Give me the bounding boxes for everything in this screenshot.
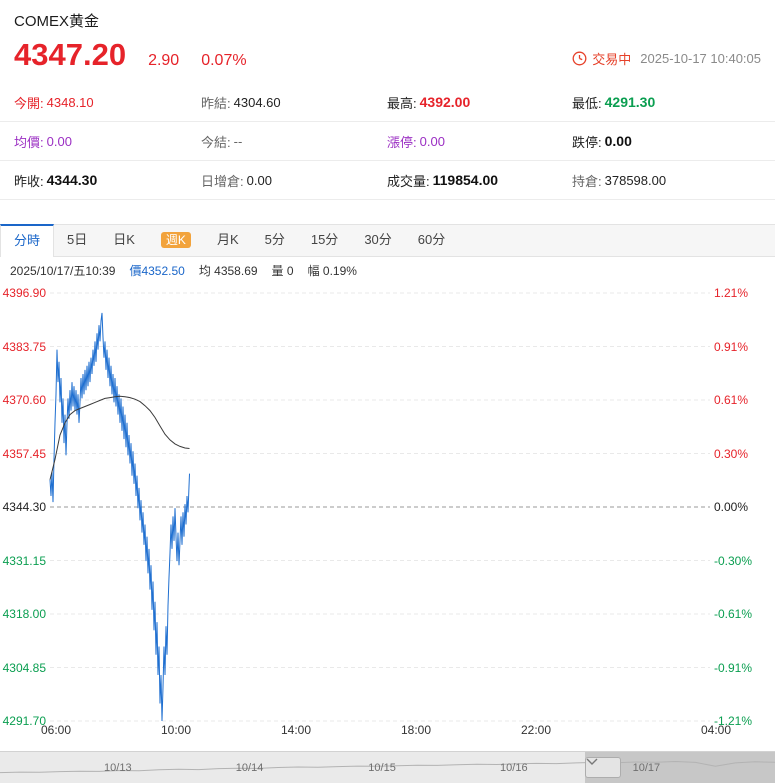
stat-volume: 成交量: 119854.00 [387,172,499,189]
y-axis-label-right: 0.91% [714,340,749,354]
y-axis-label-left: 4383.75 [2,340,46,354]
y-axis-label-right: 1.21% [714,286,749,300]
instrument-title: COMEX黄金 [14,13,100,30]
tab-intraday[interactable]: 分時 [0,224,55,257]
navigator-date-label: 10/16 [500,762,528,774]
stats-row-2: 均價: 0.00 今結: -- 漲停: 0.00 跌停: 0.00 [0,122,775,161]
price-change-pct: 0.07% [201,52,247,69]
stat-today-settle: 今結: -- [201,133,243,150]
stat-prev-settle: 昨結: 4304.60 [201,94,281,111]
y-axis-label-right: -0.30% [714,554,753,568]
chevron-down-icon [586,758,598,765]
tab-60min[interactable]: 60分 [417,232,446,247]
tab-5min[interactable]: 5分 [264,232,285,247]
navigator-resize-handle[interactable] [585,757,622,778]
tab-5day[interactable]: 5日 [67,232,88,247]
date-range-navigator[interactable]: 10/13 10/14 10/15 10/16 10/17 [0,751,775,783]
y-axis-label-left: 4318.00 [2,607,46,621]
navigator-date-label: 10/13 [104,762,132,774]
weekly-k-badge: 週K [160,232,191,248]
price-change: 2.90 [148,52,180,69]
y-axis-label-left: 4370.60 [2,393,46,407]
price-line [49,312,190,722]
quote-timestamp: 2025-10-17 10:40:05 [640,51,761,66]
y-axis-label-right: -1.21% [714,714,753,728]
x-axis-label: 14:00 [280,723,312,737]
navigator-date-label: 10/17 [632,762,661,774]
chart-period-tabs: 分時 5日 日K 週K 月K 5分 15分 30分 60分 [0,224,775,257]
stat-open-interest: 持倉: 378598.00 [572,172,667,189]
x-axis-label: 22:00 [520,723,552,737]
stat-limit-up: 漲停: 0.00 [387,133,445,150]
x-axis-label: 04:00 [700,723,732,737]
info-price: 價4352.50 [129,263,185,278]
x-axis-label: 18:00 [400,723,432,737]
y-axis-label-left: 4357.45 [2,447,46,461]
y-axis-label-right: 0.61% [714,393,749,407]
stat-prev-close: 昨收: 4344.30 [14,172,98,189]
info-datetime: 2025/10/17/五10:39 [10,263,116,278]
tab-monthly-k[interactable]: 月K [216,232,239,247]
trading-status-block: 交易中 2025-10-17 10:40:05 [572,49,761,68]
y-axis-label-left: 4396.90 [2,286,46,300]
stats-row-1: 今開: 4348.10 昨結: 4304.60 最高: 4392.00 最低: 4291… [0,83,775,122]
stat-open: 今開: 4348.10 [14,94,94,111]
x-axis-label: 10:00 [160,723,192,737]
stat-high: 最高: 4392.00 [387,94,471,111]
navigator-date-label: 10/14 [235,762,264,774]
y-axis-label-left: 4304.85 [2,661,46,675]
info-average: 均 4358.69 [198,263,258,278]
stat-avg-price: 均價: 0.00 [14,133,72,150]
tab-weekly-k[interactable]: 週K [148,224,204,256]
title-row: COMEX黄金 [0,0,775,31]
y-axis-label-left: 4331.15 [2,554,46,568]
clock-icon [572,51,587,66]
info-volume: 量 0 [271,263,294,278]
y-axis-label-right: -0.61% [714,607,753,621]
y-axis-label-right: 0.00% [714,500,749,514]
last-price: 4347.20 [14,37,127,72]
chart-info-line: 2025/10/17/五10:39 價4352.50 均 4358.69 量 0… [0,257,775,283]
stats-row-3: 昨收: 4344.30 日增倉: 0.00 成交量: 119854.00 持倉: 378… [0,161,775,200]
intraday-chart[interactable]: 4396.90 1.21% 4383.75 0.91% 4370.60 0.61% 4357… [0,283,775,745]
y-axis-label-right: 0.30% [714,447,749,461]
price-row: 4347.20 2.90 0.07% 交易中 2025-10-17 10:40:… [0,31,775,83]
y-axis-label-left: 4291.70 [2,714,46,728]
navigator-sparkline-canvas [0,760,775,774]
navigator-date-label: 10/15 [368,762,396,774]
info-amplitude: 幅 0.19% [307,263,357,278]
intraday-chart-canvas[interactable] [0,283,775,745]
average-line [49,395,190,480]
stat-limit-down: 跌停: 0.00 [572,133,632,150]
y-axis-label-left: 4344.30 [2,500,46,514]
x-axis-label: 06:00 [40,723,72,737]
navigator-sparkline [0,760,775,774]
tab-15min[interactable]: 15分 [310,232,339,247]
stat-daily-position-change: 日增倉: 0.00 [201,172,272,189]
stat-low: 最低: 4291.30 [572,94,656,111]
trading-status: 交易中 [592,52,632,67]
tab-30min[interactable]: 30分 [364,232,392,247]
y-axis-label-right: -0.91% [714,661,753,675]
tab-daily-k[interactable]: 日K [113,232,135,247]
